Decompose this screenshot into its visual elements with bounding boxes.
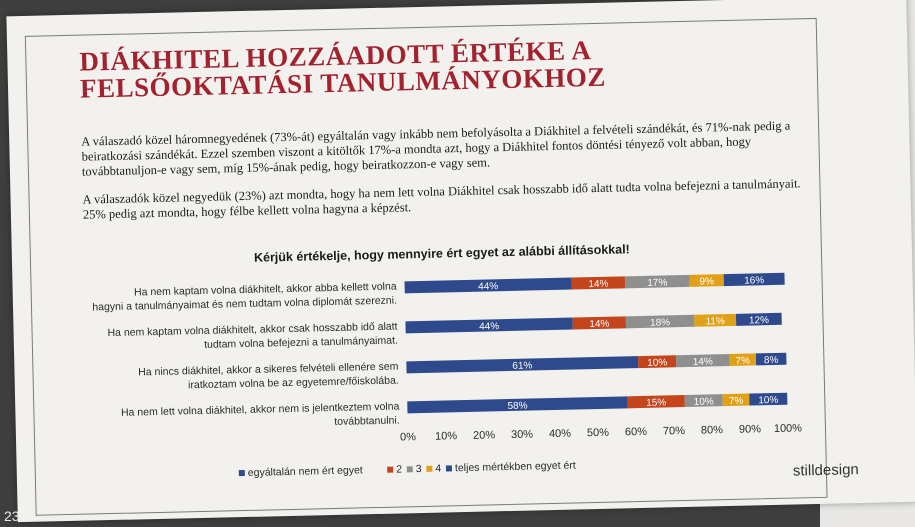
bar-segment <box>722 393 750 407</box>
bar-segment <box>749 392 788 406</box>
legend-swatch <box>406 466 413 473</box>
bar-segment <box>407 396 628 414</box>
bar-segment <box>405 317 573 334</box>
page-number: 23 <box>4 508 20 524</box>
bar-segment <box>755 352 787 366</box>
legend-swatch <box>238 470 245 477</box>
bar-segment <box>404 277 572 294</box>
chart-title: Kérjük értékelje, hogy mennyire ért egye… <box>254 242 630 265</box>
legend-swatch <box>387 466 394 473</box>
bar-segment <box>627 395 685 409</box>
category-label: Ha nincs diákhitel, akkor a sikeres felv… <box>138 361 399 379</box>
x-tick-label: 10% <box>435 430 458 443</box>
x-tick-label: 70% <box>663 425 686 438</box>
legend-label: 3 <box>416 463 422 475</box>
report-page: DIÁKHITEL HOZZÁADOTT ÉRTÉKE A FELSŐOKTAT… <box>6 0 915 523</box>
stacked-bar-chart: Kérjük értékelje, hogy mennyire ért egye… <box>92 242 803 479</box>
bar-segment <box>694 313 737 327</box>
legend-swatch <box>445 465 453 472</box>
x-tick-label: 100% <box>774 422 803 435</box>
bar-segment <box>624 274 690 289</box>
x-tick-label: 40% <box>549 428 572 441</box>
data-label: 58% <box>507 401 527 412</box>
x-tick-label: 0% <box>400 431 416 443</box>
bar-segment <box>571 276 626 290</box>
stilldesign-logo: stilldesign <box>793 461 859 479</box>
data-label: 17% <box>647 277 667 288</box>
data-label: 14% <box>693 356 713 367</box>
category-label: iratkoztam volna be az egyetemre/főiskol… <box>188 375 399 392</box>
x-tick-label: 20% <box>473 429 496 442</box>
legend-label: 4 <box>435 463 441 475</box>
category-label: tudtam volna befejezni a tanulmányaimat. <box>204 335 398 351</box>
data-label: 10% <box>694 396 714 407</box>
bar-segment <box>723 272 785 287</box>
data-label: 15% <box>646 397 666 408</box>
legend-swatch <box>426 465 433 472</box>
x-tick-label: 90% <box>739 423 762 436</box>
data-label: 18% <box>650 317 670 328</box>
legend-label: teljes mértékben egyet ért <box>455 460 576 475</box>
bar-segment <box>676 354 730 368</box>
data-label: 7% <box>735 356 750 367</box>
data-label: 61% <box>512 360 532 371</box>
data-label: 11% <box>705 316 725 327</box>
bar-segment <box>735 312 782 326</box>
bar-segment <box>638 355 677 369</box>
data-label: 44% <box>479 321 499 332</box>
x-tick-label: 60% <box>625 426 648 439</box>
data-label: 8% <box>764 355 779 366</box>
data-label: 10% <box>647 357 667 368</box>
bar-segment <box>625 314 695 329</box>
data-label: 14% <box>588 279 608 290</box>
data-label: 9% <box>699 276 714 287</box>
data-label: 10% <box>758 395 778 406</box>
data-label: 12% <box>749 315 769 326</box>
category-label: Ha nem kaptam volna diákhitelt, akkor ab… <box>134 281 397 299</box>
bar-segment <box>689 274 724 287</box>
bar-segment <box>406 356 639 374</box>
x-tick-label: 50% <box>587 427 610 440</box>
x-tick-label: 80% <box>701 424 724 437</box>
logo-text: stilldesign <box>792 461 859 480</box>
bar-segment <box>572 316 627 330</box>
data-label: 16% <box>744 275 764 286</box>
data-label: 7% <box>729 396 744 407</box>
bar-segment <box>729 353 757 367</box>
bar-segment <box>684 394 723 408</box>
legend-label: 2 <box>396 463 402 475</box>
legend-label: egyáltalán nem ért egyet <box>248 464 363 479</box>
data-label: 44% <box>478 281 498 292</box>
category-label: továbbtanulni. <box>334 414 400 427</box>
x-tick-label: 30% <box>511 428 534 441</box>
data-label: 14% <box>589 319 609 330</box>
